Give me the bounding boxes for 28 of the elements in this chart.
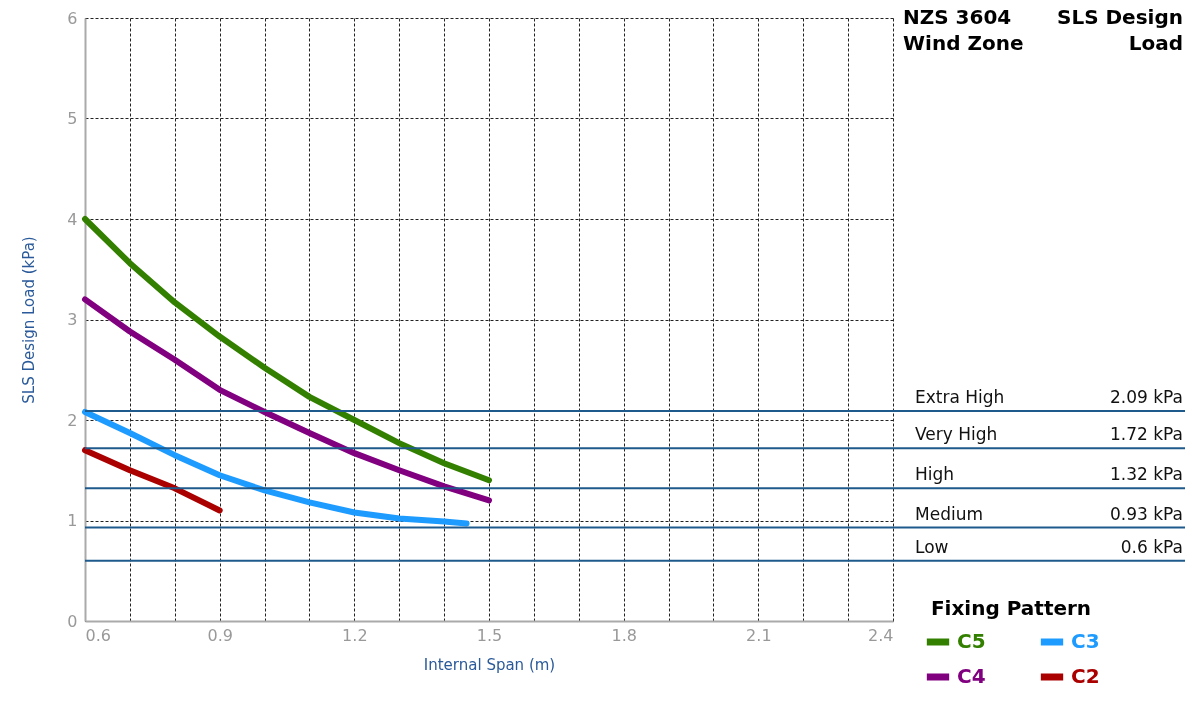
y-axis-title: SLS Design Load (kPa) bbox=[20, 236, 39, 404]
y-tick-label: 0 bbox=[67, 611, 78, 631]
x-axis-title: Internal Span (m) bbox=[423, 655, 556, 674]
x-tick-label: 0.9 bbox=[207, 625, 233, 645]
legend-label: C2 bbox=[1071, 664, 1100, 688]
legend-label: C4 bbox=[957, 664, 986, 688]
text: High 1.32 kPa bbox=[915, 464, 1183, 485]
x-tick-label: 1.5 bbox=[476, 625, 503, 645]
legend-label: C5 bbox=[957, 629, 986, 653]
y-tick-label: 3 bbox=[67, 310, 78, 329]
x-tick-label: 2.1 bbox=[746, 625, 772, 645]
x-tick-label: 1.8 bbox=[611, 625, 637, 645]
y-tick-label: 2 bbox=[67, 410, 78, 430]
text: Medium 0.93 kPa bbox=[915, 503, 1183, 524]
legend-title: Fixing Pattern bbox=[930, 596, 1092, 620]
y-tick-label: 6 bbox=[67, 8, 78, 28]
text: Extra High 2.09 kPa bbox=[915, 386, 1183, 407]
legend-label: C3 bbox=[1071, 629, 1100, 653]
y-tick-label: 5 bbox=[67, 109, 78, 128]
text: SLS Design Load bbox=[1057, 5, 1183, 55]
x-tick-label: 0.6 bbox=[85, 625, 111, 645]
text: Low 0.6 kPa bbox=[915, 536, 1183, 557]
text: Very High 1.72 kPa bbox=[915, 424, 1183, 445]
x-tick-label: 1.2 bbox=[342, 625, 368, 645]
x-tick-label: 2.4 bbox=[868, 625, 894, 645]
y-tick-label: 1 bbox=[67, 511, 78, 530]
y-tick-label: 4 bbox=[67, 209, 78, 229]
text: NZS 3604 Wind Zone bbox=[903, 5, 1024, 55]
